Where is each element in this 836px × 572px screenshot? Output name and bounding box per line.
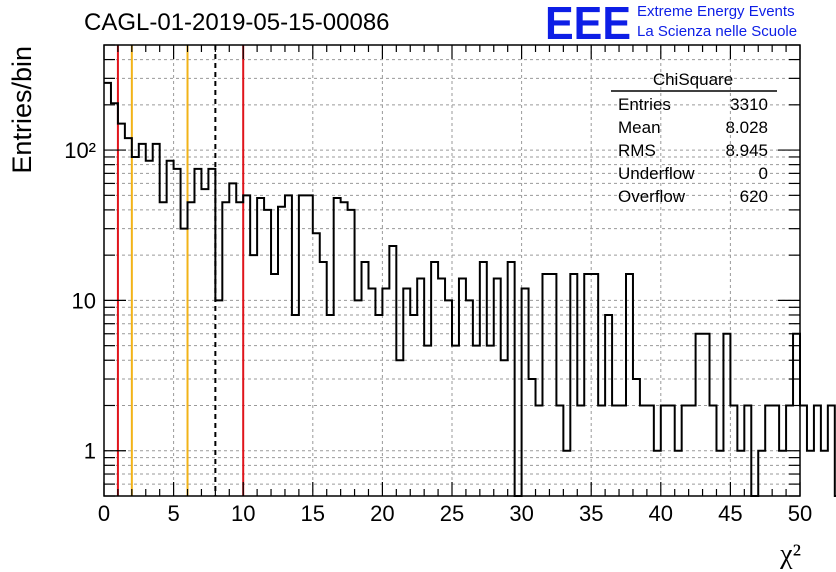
y-tick-label: 10 xyxy=(72,288,96,313)
x-tick-label: 15 xyxy=(301,501,325,526)
stats-box-title: ChiSquare xyxy=(653,70,733,89)
x-tick-label: 50 xyxy=(788,501,812,526)
stats-box: ChiSquare Entries 3310 Mean 8.028 RMS 8.945 Un… xyxy=(611,70,777,206)
x-tick-label: 30 xyxy=(509,501,533,526)
stats-row-value: 8.028 xyxy=(725,118,768,137)
stats-row-label: Entries xyxy=(618,95,671,114)
x-tick-label: 10 xyxy=(231,501,255,526)
x-tick-label: 45 xyxy=(718,501,742,526)
stats-row-value: 8.945 xyxy=(725,141,768,160)
logo-caption-line-2: La Scienza nelle Scuole xyxy=(637,23,798,40)
x-tick-label: 5 xyxy=(167,501,179,526)
stats-row-label: Overflow xyxy=(618,187,686,206)
y-axis-title: Entries/bin xyxy=(7,46,37,174)
logo-caption-line-1: Extreme Energy Events xyxy=(637,3,795,20)
stats-row-value: 3310 xyxy=(730,95,768,114)
axis-ticks xyxy=(103,44,801,497)
x-axis-title: χ² xyxy=(779,539,801,570)
grid-lines xyxy=(104,45,800,496)
x-tick-label: 25 xyxy=(440,501,464,526)
x-tick-label: 35 xyxy=(579,501,603,526)
x-tick-label: 0 xyxy=(98,501,110,526)
y-tick-label: 1 xyxy=(84,439,96,464)
x-tick-label: 20 xyxy=(370,501,394,526)
plot-title: CAGL-01-2019-05-15-00086 xyxy=(84,9,390,36)
marker-lines xyxy=(116,45,245,496)
stats-row-value: 0 xyxy=(759,164,768,183)
stats-row-value: 620 xyxy=(740,187,768,206)
stats-row-label: RMS xyxy=(618,141,656,160)
x-tick-label: 40 xyxy=(649,501,673,526)
svg-text:EEE: EEE xyxy=(545,2,631,42)
histogram-outline xyxy=(104,81,836,497)
y-tick-label: 10² xyxy=(64,138,96,163)
stats-row-label: Underflow xyxy=(618,164,695,183)
eee-logo: EEE xyxy=(545,2,631,42)
axis-labels: 0 5 10 15 20 25 30 35 40 45 50 1 10 10² xyxy=(64,138,812,526)
stats-row-label: Mean xyxy=(618,118,661,137)
